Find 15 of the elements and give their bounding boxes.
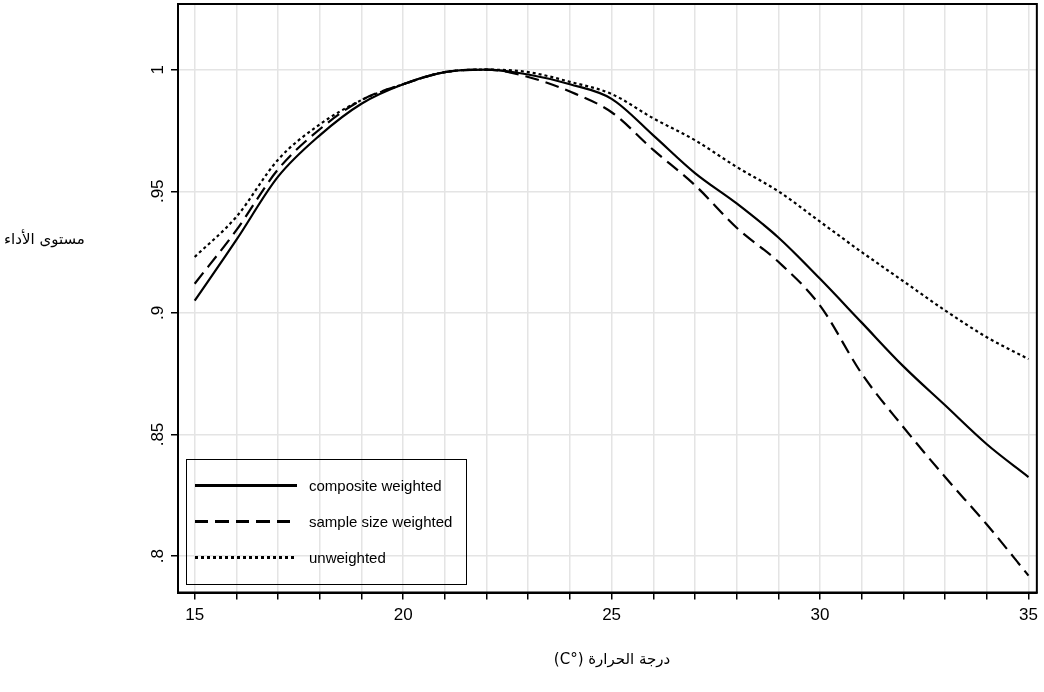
x-axis-title: درجة الحرارة (°C) [553,650,671,668]
y-axis-title: مستوى الأداء [4,230,85,248]
y-tick-label: .8 [148,549,168,564]
y-tick-label: .9 [148,305,168,320]
x-tick-label: 15 [185,605,205,625]
legend-label: unweighted [309,549,386,567]
y-tick-label: 1 [148,64,168,75]
x-tick-label: 20 [393,605,413,625]
y-tick-label: .95 [148,179,168,204]
x-tick-label: 25 [602,605,622,625]
legend-label: sample size weighted [309,513,453,531]
x-tick-label: 30 [810,605,830,625]
y-tick-label: .85 [148,422,168,447]
x-tick-label: 35 [1019,605,1038,625]
legend-label: composite weighted [309,477,442,495]
